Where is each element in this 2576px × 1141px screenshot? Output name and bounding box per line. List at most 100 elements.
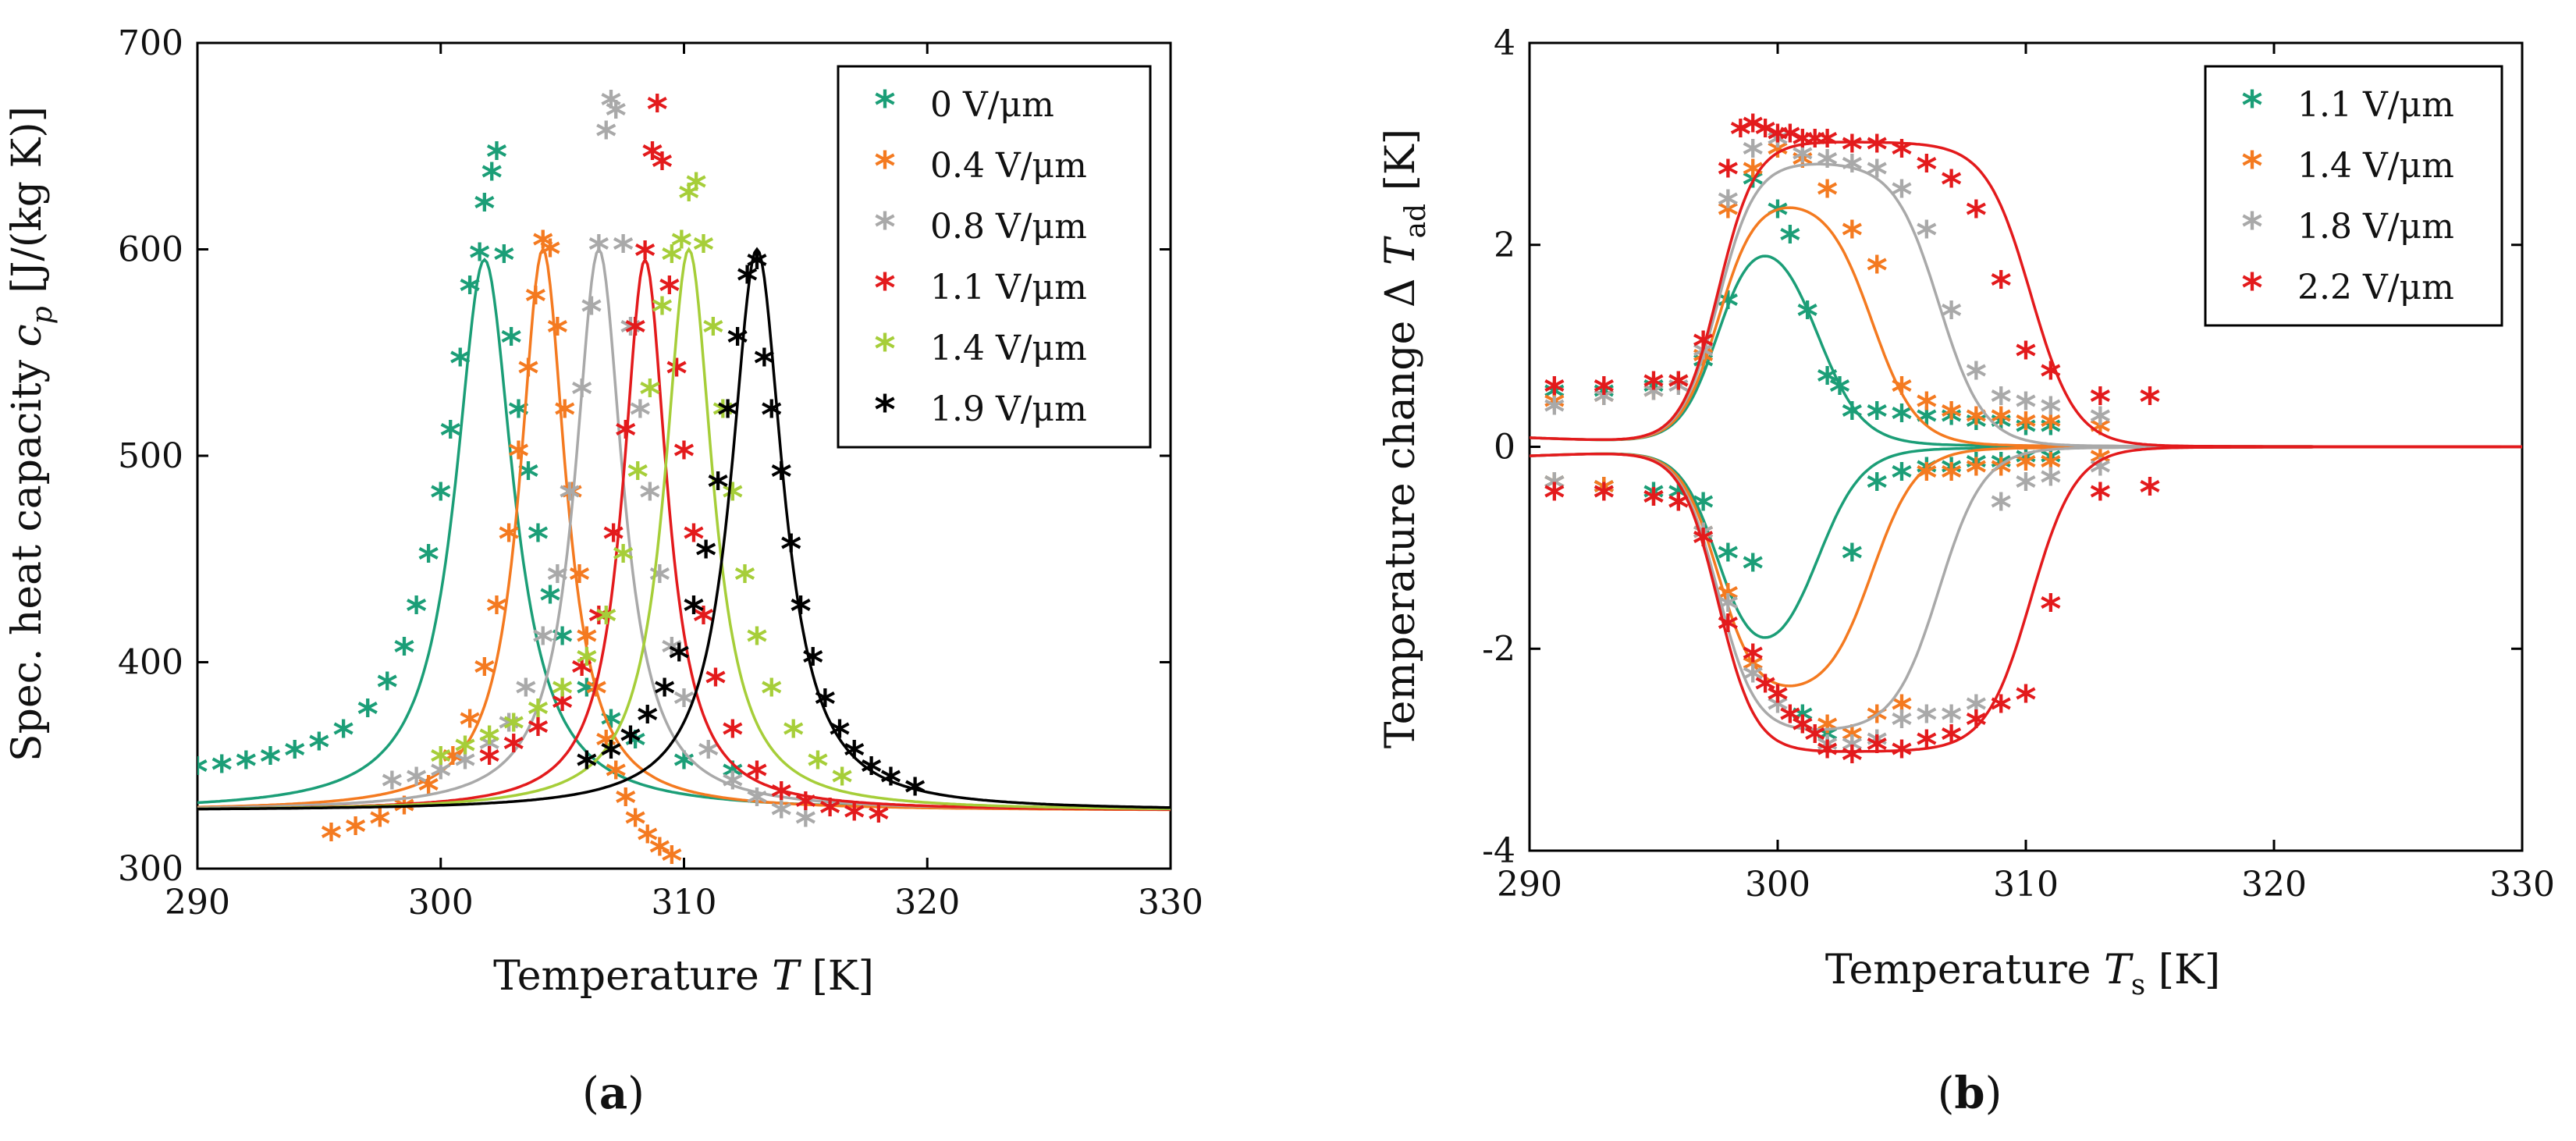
data-point: * — [639, 372, 660, 419]
data-point: * — [1966, 354, 1987, 401]
panel-a-legend: * 0 V/μm * 0.4 V/μm * 0.8 V/μm * 1.1 V/μm * 1.4 V… — [837, 65, 1152, 449]
data-point: * — [187, 750, 208, 797]
data-point: * — [1544, 475, 1565, 522]
legend-marker: * — [2241, 144, 2262, 190]
data-point: * — [369, 802, 390, 848]
data-point: * — [780, 527, 801, 574]
data-point: * — [406, 588, 427, 635]
data-point: * — [819, 791, 840, 838]
legend-marker: * — [2241, 265, 2262, 312]
data-point: * — [474, 651, 495, 698]
data-point: * — [515, 671, 536, 718]
data-point: * — [1718, 606, 1739, 653]
data-point: * — [478, 739, 499, 786]
data-point: * — [571, 372, 592, 419]
data-point: * — [442, 739, 464, 786]
data-point: * — [1718, 152, 1739, 199]
data-point: * — [1941, 698, 1962, 745]
data-point: * — [1594, 475, 1615, 522]
data-point: * — [588, 228, 609, 275]
data-point: * — [236, 744, 257, 791]
data-point: * — [517, 351, 538, 398]
data-point: * — [637, 818, 658, 865]
legend-marker: * — [874, 204, 895, 251]
data-point: * — [1891, 733, 1912, 780]
data-point: * — [478, 727, 499, 774]
data-point: * — [652, 290, 673, 336]
data-point: * — [2040, 389, 2061, 436]
legend-marker: * — [2241, 83, 2262, 130]
data-point: * — [1693, 324, 1714, 371]
data-point: * — [1743, 152, 1764, 199]
data-point: * — [1891, 172, 1912, 219]
data-point: * — [1842, 213, 1863, 260]
data-point: * — [2015, 465, 2036, 512]
data-point: * — [600, 734, 621, 780]
data-point: * — [1643, 364, 1664, 411]
data-point: * — [1991, 379, 2012, 426]
data-point: * — [1991, 450, 2012, 497]
data-point: * — [746, 620, 767, 666]
data-point: * — [639, 475, 660, 522]
data-point: * — [1891, 455, 1912, 502]
data-point: * — [1867, 395, 1888, 442]
data-point: * — [606, 754, 627, 801]
data-point: * — [528, 710, 549, 757]
data-point: * — [1941, 293, 1962, 340]
data-point: * — [2090, 379, 2111, 426]
panel-a-y-tick-label: 700 — [118, 23, 183, 63]
data-point: * — [1817, 733, 1838, 780]
data-point: * — [2139, 471, 2160, 517]
data-point: * — [1544, 389, 1565, 436]
data-point: * — [1730, 112, 1751, 158]
data-point: * — [1594, 379, 1615, 426]
data-point: * — [503, 706, 524, 753]
data-point: * — [595, 599, 616, 646]
data-point: * — [430, 754, 451, 801]
data-point: * — [606, 94, 627, 140]
data-point: * — [321, 816, 342, 862]
panel-a-legend-box — [837, 65, 1152, 449]
data-point: * — [678, 176, 699, 222]
legend-label: 0.4 V/μm — [930, 146, 1087, 186]
data-point: * — [2015, 385, 2036, 432]
data-point: * — [802, 641, 823, 688]
data-point: * — [2090, 475, 2111, 522]
data-point: * — [1829, 369, 1850, 416]
data-point: * — [1544, 375, 1565, 421]
data-point: * — [1544, 465, 1565, 512]
data-point: * — [761, 393, 782, 439]
data-point: * — [2040, 354, 2061, 401]
data-point: * — [1767, 193, 1788, 240]
data-point: * — [1544, 465, 1565, 512]
data-point: * — [552, 686, 573, 733]
panel-b-x-tick-label: 320 — [2241, 865, 2307, 905]
data-point: * — [722, 713, 743, 759]
data-point: * — [1817, 122, 1838, 169]
data-point: * — [2040, 460, 2061, 507]
data-point: * — [1767, 677, 1788, 724]
panel-a-x-tick-label: 330 — [1138, 883, 1203, 922]
legend-label: 1.8 V/μm — [2297, 207, 2454, 247]
data-point: * — [332, 713, 354, 759]
panel-b-legend: * 1.1 V/μm * 1.4 V/μm * 1.8 V/μm * 2.2 V/μm — [2204, 65, 2503, 327]
data-point: * — [211, 748, 233, 794]
data-point: * — [1867, 248, 1888, 295]
data-point: * — [1867, 127, 1888, 174]
data-point: * — [1916, 723, 1937, 770]
panel-b-series-layer: * * * * ********* * * * * * * * ** * * * ** ** *** * * * * * * **… — [1530, 107, 2522, 785]
data-point: * — [1718, 536, 1739, 583]
data-point: * — [1867, 152, 1888, 199]
data-point: * — [1991, 485, 2012, 532]
data-point: * — [647, 87, 668, 134]
data-point: * — [559, 475, 580, 522]
data-point: * — [498, 517, 519, 563]
data-point: * — [661, 238, 682, 285]
panel-b-x-tick-label: 330 — [2489, 865, 2555, 905]
data-point: * — [615, 414, 636, 460]
data-point: * — [1842, 738, 1863, 785]
data-point: * — [1817, 359, 1838, 406]
data-point: * — [1804, 122, 1825, 169]
data-point: * — [345, 809, 366, 856]
